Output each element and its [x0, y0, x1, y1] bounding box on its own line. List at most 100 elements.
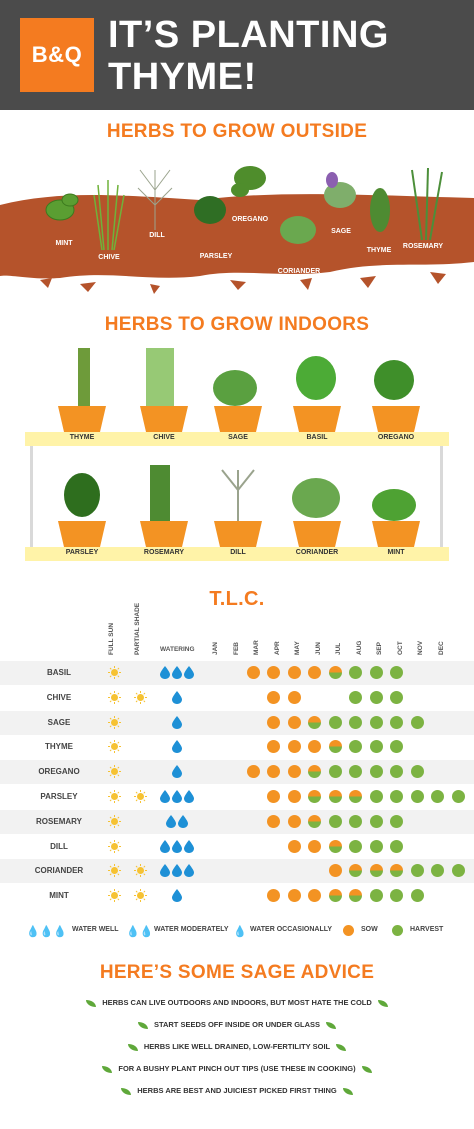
- water-drop-icon: [184, 839, 194, 853]
- advice-tip: START SEEDS OFF INSIDE OR UNDER GLASS: [0, 1020, 474, 1029]
- sow-dot: [287, 690, 301, 704]
- indoor-plant-label: CHIVE: [153, 434, 175, 441]
- advice-tip: HERBS ARE BEST AND JUICIEST PICKED FIRST…: [0, 1086, 474, 1095]
- sow-harvest-dot: [328, 839, 342, 853]
- sow-harvest-dot: [349, 889, 362, 903]
- harvest-dot: [349, 690, 362, 704]
- leaf-icon: [342, 1087, 353, 1095]
- tlc-column-header: AUG: [355, 640, 363, 655]
- harvest-dot: [410, 765, 424, 779]
- sow-dot: [287, 790, 301, 803]
- sow-harvest-dot: [328, 740, 342, 754]
- sun-icon: [134, 690, 147, 704]
- harvest-dot: [410, 790, 424, 803]
- sow-dot: [287, 740, 301, 754]
- legend-harvest: HARVEST: [410, 926, 444, 933]
- tlc-row: THYME: [0, 735, 474, 759]
- tlc-row-label: ROSEMARY: [36, 816, 82, 826]
- harvest-dot: [410, 864, 424, 878]
- legend-water-occasionally: WATER OCCASIONALLY: [250, 926, 333, 933]
- sow-dot: [267, 690, 280, 704]
- water-drop-icon: [172, 790, 182, 803]
- advice-tip: FOR A BUSHY PLANT PINCH OUT TIPS (USE TH…: [0, 1064, 474, 1073]
- header-banner: B&Q IT’S PLANTING THYME!: [0, 0, 474, 110]
- leaf-icon: [377, 999, 388, 1007]
- advice-tip: HERBS CAN LIVE OUTDOORS AND INDOORS, BUT…: [0, 998, 474, 1007]
- sow-harvest-dot: [349, 790, 362, 803]
- sun-icon: [108, 740, 121, 754]
- tlc-row: ROSEMARY: [0, 809, 474, 834]
- sow-harvest-dot: [390, 864, 403, 878]
- harvest-dot: [349, 666, 362, 679]
- indoor-plant-label: PARSLEY: [65, 549, 99, 556]
- tlc-column-header: DEC: [437, 641, 445, 655]
- title-line-1: IT’S PLANTING: [108, 14, 389, 56]
- harvest-dot: [349, 765, 362, 779]
- sow-harvest-dot: [328, 666, 342, 679]
- sun-icon: [108, 666, 121, 679]
- legend-water-well: WATER WELL: [72, 926, 119, 933]
- harvest-dot: [349, 839, 362, 853]
- harvest-dot: [328, 715, 342, 729]
- sow-dot: [308, 839, 321, 853]
- advice-tip-text: FOR A BUSHY PLANT PINCH OUT TIPS (USE TH…: [118, 1064, 356, 1073]
- sow-dot: [287, 765, 301, 779]
- harvest-dot: [369, 666, 383, 679]
- outside-herb-parsley: PARSLEY: [199, 253, 233, 260]
- harvest-dot: [431, 790, 444, 803]
- soil-illustration: MINT CHIVE DILL PARSLEY OREGANO CORIANDE…: [0, 150, 474, 310]
- leaf-icon: [326, 1021, 337, 1029]
- harvest-dot: [328, 814, 342, 828]
- sow-dot: [287, 889, 301, 903]
- sow-dot: [328, 864, 342, 878]
- outside-herb-thyme: THYME: [366, 247, 392, 254]
- sow-dot: [308, 889, 321, 903]
- tlc-row-label: SAGE: [47, 717, 71, 727]
- harvest-dot: [390, 814, 403, 828]
- sow-dot: [267, 715, 280, 729]
- tlc-column-header: MAY: [294, 641, 301, 655]
- advice-section-title: HERE’S SOME SAGE ADVICE: [99, 962, 375, 983]
- sun-icon: [108, 864, 121, 878]
- outside-herb-rosemary: ROSEMARY: [402, 243, 444, 250]
- sow-harvest-dot: [308, 790, 321, 803]
- tlc-row: OREGANO: [0, 760, 474, 785]
- harvest-dot: [431, 864, 444, 878]
- outside-herb-coriander: CORIANDER: [277, 268, 321, 275]
- tlc-row-label: CORIANDER: [34, 866, 84, 876]
- tlc-column-header: FULL SUN: [108, 622, 115, 655]
- water-drop-icon: [160, 666, 170, 679]
- leaf-icon: [361, 1065, 372, 1073]
- tlc-column-header: MAR: [253, 640, 260, 655]
- tlc-column-header: SEP: [376, 641, 383, 655]
- harvest-dot: [390, 715, 403, 729]
- harvest-dot: [390, 666, 403, 679]
- tlc-column-header: JAN: [212, 641, 219, 655]
- sun-icon: [134, 864, 147, 878]
- leaf-icon: [102, 1065, 113, 1073]
- sow-legend-dot: [343, 925, 354, 936]
- tlc-column-header: NOV: [417, 640, 424, 655]
- harvest-dot: [349, 715, 362, 729]
- sun-icon: [134, 790, 147, 803]
- tlc-row: PARSLEY: [0, 785, 474, 809]
- harvest-dot: [451, 864, 465, 878]
- tlc-row-label: DILL: [50, 841, 68, 851]
- indoor-plant-label: BASIL: [306, 434, 328, 441]
- water-drop-icon: [160, 790, 170, 803]
- harvest-dot: [390, 690, 403, 704]
- sow-dot: [246, 765, 260, 779]
- tlc-row-label: THYME: [45, 742, 73, 752]
- tlc-column-header: WATERING: [160, 646, 195, 653]
- water-occasionally-icon: 💧: [233, 926, 247, 938]
- indoor-plant-label: OREGANO: [377, 434, 415, 441]
- water-drop-icon: [172, 889, 182, 903]
- sow-dot: [287, 814, 301, 828]
- tlc-column-header: OCT: [396, 641, 404, 655]
- leaf-icon: [137, 1021, 148, 1029]
- outside-herb-mint: MINT: [55, 240, 73, 247]
- tlc-row: CHIVE: [0, 686, 474, 710]
- leaf-icon: [336, 1043, 347, 1051]
- indoor-shelves-graphic: [25, 348, 449, 561]
- water-moderately-icon: 💧💧: [126, 926, 154, 938]
